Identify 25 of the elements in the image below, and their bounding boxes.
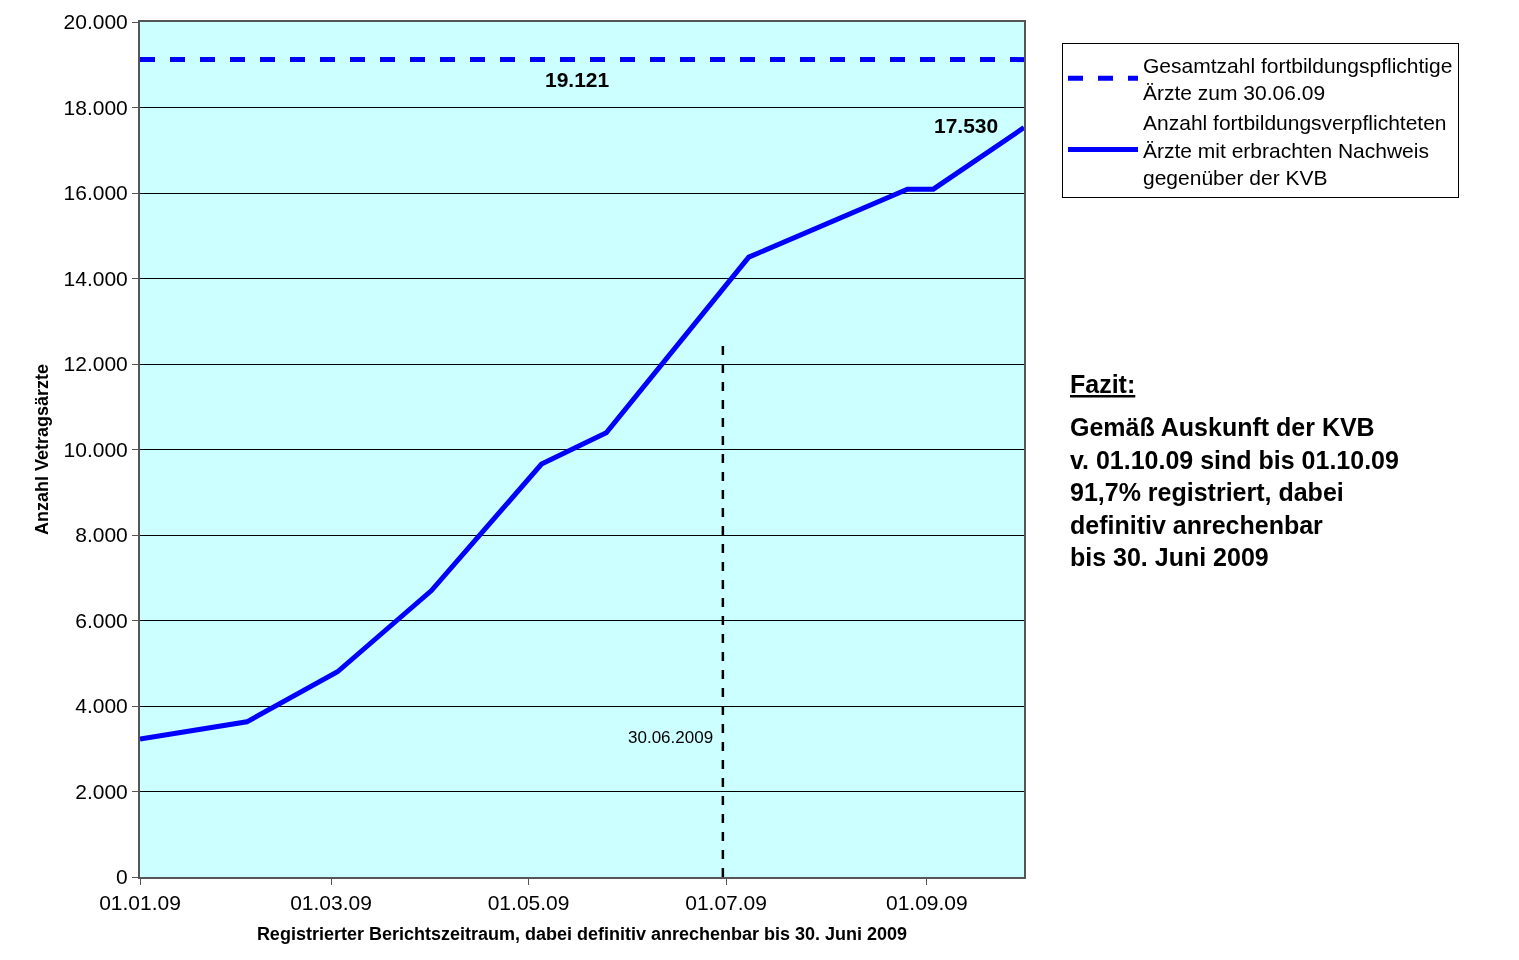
- y-tick-label: 8.000: [75, 523, 128, 547]
- ref-line-label: 30.06.2009: [628, 728, 714, 747]
- y-tick-label: 0: [116, 865, 128, 889]
- y-tick-label: 6.000: [75, 608, 128, 632]
- x-tick-label: 01.03.09: [290, 891, 372, 915]
- annotation: 19.121: [545, 68, 610, 91]
- legend-label: Anzahl fortbildungsverpflichteten Ärzte mit erbrachten Nachweis gegenüber der KVB: [1143, 111, 1447, 189]
- text: Gemäß Auskunft der KVB v. 01.10.09 sind bis 01.10.09 91,7% registriert, dabei definitiv anrechenbar bis 30. Juni 2009: [1070, 413, 1399, 571]
- x-tick-label: 01.09.09: [885, 891, 968, 915]
- x-axis-title: Registrierter Berichtszeitraum, dabei definitiv anrechenbar bis 30. Juni 2009: [256, 923, 908, 944]
- legend-label: Gesamtzahl fortbildungspflichtige Ärzte zum 30.06.09: [1143, 53, 1453, 105]
- y-axis-title: Anzahl Vetragsärzte: [32, 363, 53, 536]
- y-tick-label: 12.000: [63, 352, 128, 376]
- x-tick-label: 01.01.09: [99, 891, 181, 915]
- x-tick-label: 01.07.09: [685, 891, 767, 915]
- y-tick-label: 10.000: [63, 437, 128, 461]
- text: Fazit:: [1070, 370, 1136, 398]
- y-tick-label: 2.000: [75, 779, 128, 803]
- x-tick-label: 01.05.09: [487, 891, 570, 915]
- y-tick-label: 4.000: [75, 694, 128, 718]
- y-tick-label: 16.000: [63, 181, 128, 205]
- annotation: 17.530: [934, 114, 999, 137]
- y-tick-label: 20.000: [63, 10, 128, 34]
- y-tick-label: 14.000: [63, 266, 128, 290]
- y-tick-label: 18.000: [63, 95, 128, 119]
